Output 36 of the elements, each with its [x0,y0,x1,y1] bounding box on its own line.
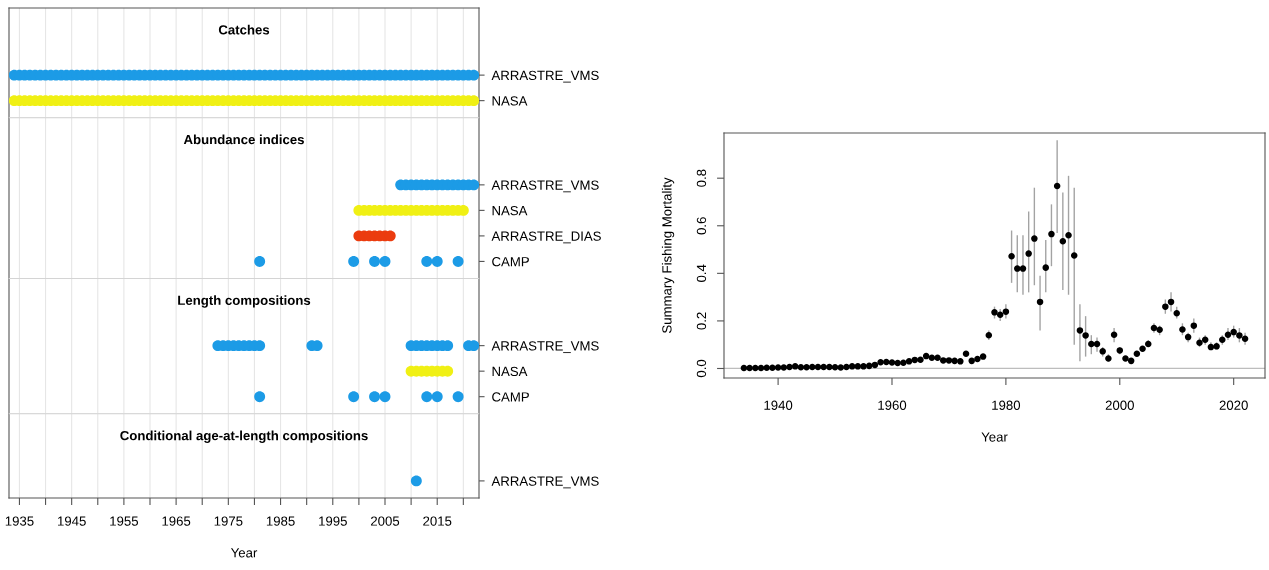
x-axis-title: Year [230,548,258,558]
x-tick-label: 2015 [423,516,452,526]
y-axis-title: Summary Fishing Mortality [661,177,675,333]
y-tick-label: NASA [492,96,528,106]
y-tick-label: ARRASTRE_DIAS [491,231,601,244]
x-axis-title: Year [981,432,1008,442]
y-tick-label: CAMP [492,256,529,267]
y-tick-label: NASA [492,366,528,377]
chart-title: Length compositions [178,295,311,308]
x-tick-label: 1945 [58,516,86,526]
y-tick-label: 0.2 [696,312,707,330]
x-tick-label: 1985 [266,516,295,526]
x-tick-label: 2005 [370,516,400,526]
chart-title: Catches [218,24,270,35]
x-tick-label: 1960 [878,400,907,410]
text: Conditional age-at-length compositions [120,430,368,443]
x-tick-label: 1980 [992,400,1021,410]
y-tick-label: 0.6 [696,217,707,235]
y-tick-label: 0.0 [696,359,707,378]
y-tick-label: 0.4 [696,264,707,282]
x-tick-label: 1965 [162,516,191,526]
x-tick-label: 1935 [5,516,34,526]
x-tick-label: 2020 [1219,400,1248,410]
y-tick-label: NASA [492,205,528,216]
y-tick-label: ARRASTRE_VMS [491,180,599,193]
x-tick-label: 1975 [214,516,243,526]
x-tick-label: 1940 [764,400,793,410]
y-tick-label: ARRASTRE_VMS [491,341,599,354]
x-tick-label: 1955 [110,516,139,526]
y-tick-label: ARRASTRE_VMS [491,476,599,489]
y-tick-label: 0.8 [696,169,707,187]
chart-title: Abundance indices [183,134,304,145]
y-tick-label: ARRASTRE_VMS [491,70,599,83]
x-tick-label: 1995 [319,516,347,526]
y-tick-label: CAMP [492,392,529,402]
x-tick-label: 2000 [1105,400,1134,410]
